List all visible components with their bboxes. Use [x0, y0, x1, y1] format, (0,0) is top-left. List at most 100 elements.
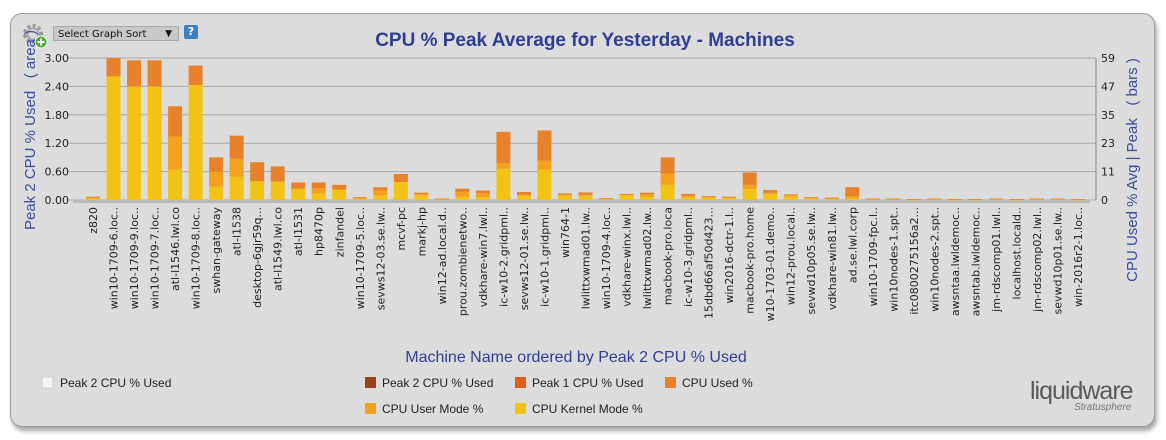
bar-segment-cpu-user-mode- — [168, 136, 183, 170]
legend-label[interactable]: CPU Used % — [682, 376, 753, 390]
x-tick-label: lwlittxwmad01.lw.. — [580, 207, 593, 309]
bar-segment-cpu-kernel-mode- — [824, 198, 839, 200]
bar-segment-cpu-used- — [393, 173, 408, 183]
liquidware-logo: liquidware Stratusphere — [1030, 378, 1150, 418]
y2-tick-label: 35 — [1101, 109, 1115, 122]
bar-segment-cpu-user-mode- — [557, 194, 572, 196]
x-tick-label: atl-l1538 — [231, 207, 244, 256]
bar-segment-cpu-user-mode- — [824, 198, 839, 199]
bar-segment-cpu-used- — [188, 65, 203, 85]
x-tick-label: jm-rdscomp02.lwl.. — [1031, 207, 1044, 313]
x-tick-label: vdkhare-winx.lwl.. — [621, 207, 634, 307]
logo-product: Stratusphere — [1074, 402, 1132, 413]
y2-tick-label: 11 — [1101, 166, 1115, 179]
bar-segment-cpu-kernel-mode- — [722, 198, 737, 200]
bar-segment-cpu-kernel-mode- — [537, 169, 552, 200]
y-axis-title: Peak 2 CPU % Used ( area ) — [22, 30, 39, 230]
bar-segment-cpu-kernel-mode- — [660, 184, 675, 200]
bar-segment-cpu-used- — [1009, 199, 1024, 200]
graph-sort-select[interactable]: Select Graph Sort ▼ — [53, 26, 179, 41]
bar-segment-cpu-used- — [742, 172, 757, 185]
bar-segment-cpu-kernel-mode- — [291, 188, 306, 200]
bar-segment-cpu-used- — [1050, 198, 1065, 200]
bar-segment-cpu-kernel-mode- — [270, 181, 285, 200]
y2-tick-label: 59 — [1101, 52, 1115, 65]
y2-tick-label: 0 — [1101, 194, 1108, 207]
bar-segment-cpu-kernel-mode- — [701, 197, 716, 200]
x-tick-label: win10-1709-fpc.l.. — [867, 207, 880, 306]
legend-label[interactable]: CPU User Mode % — [382, 402, 484, 416]
chart-title: CPU % Peak Average for Yesterday - Machi… — [375, 30, 795, 51]
bar-segment-cpu-user-mode- — [578, 194, 593, 196]
x-tick-label: atl-l1531 — [292, 207, 305, 256]
y-tick-label: 0.60 — [45, 166, 70, 179]
legend-label[interactable]: CPU Kernel Mode % — [532, 402, 643, 416]
bar-segment-cpu-kernel-mode- — [783, 196, 798, 200]
bar-segment-cpu-user-mode- — [414, 194, 429, 196]
bar-segment-cpu-used- — [455, 188, 470, 192]
bar-segment-cpu-used- — [1071, 199, 1085, 200]
settings-add-gear-icon[interactable] — [22, 23, 48, 49]
x-tick-label: mcvf-pc — [395, 207, 408, 251]
x-tick-label: swhan-gateway — [210, 207, 223, 294]
x-tick-label: desktop-6gjr59q... — [251, 207, 264, 308]
x-tick-label: ic-w10-3.gridpml.. — [682, 207, 695, 307]
y-tick-label: 3.00 — [45, 52, 70, 65]
help-icon[interactable]: ? — [184, 25, 198, 39]
x-tick-label: sevws12-01.se.lw.. — [518, 207, 531, 310]
x-tick-label: vdkhare-win7.lwl.. — [477, 207, 490, 307]
bar-segment-cpu-kernel-mode- — [619, 195, 634, 200]
x-tick-label: macbook-pro.loca — [662, 207, 675, 305]
x-tick-label: win10nodes-2.spt.. — [928, 207, 941, 312]
bar-segment-cpu-used- — [722, 196, 737, 198]
bar-segment-cpu-used- — [783, 194, 798, 196]
bar-segment-cpu-used- — [147, 60, 162, 87]
legend-label[interactable]: Peak 2 CPU % Used — [382, 376, 493, 390]
bar-segment-cpu-used- — [701, 195, 716, 197]
bar-segment-cpu-used- — [906, 199, 921, 200]
bar-segment-cpu-kernel-mode- — [414, 195, 429, 200]
bar-segment-cpu-kernel-mode- — [373, 195, 388, 200]
bar-segment-cpu-used- — [640, 192, 655, 195]
bar-segment-cpu-user-mode- — [537, 160, 552, 170]
bar-segment-cpu-kernel-mode- — [845, 198, 860, 200]
legend-label[interactable]: Peak 2 CPU % Used — [60, 376, 171, 390]
bar-segment-cpu-used- — [496, 131, 511, 164]
bar-segment-cpu-used- — [865, 198, 880, 200]
bar-segment-cpu-kernel-mode- — [127, 86, 142, 200]
legend-swatch-user-mode — [365, 403, 376, 414]
x-tick-label: win10-1709-8.loc.. — [190, 207, 203, 309]
bar-segment-cpu-used- — [968, 199, 983, 200]
x-tick-label: win10-1709-4.loc.. — [600, 207, 613, 309]
bar-segment-cpu-used- — [106, 58, 121, 77]
legend-label[interactable]: Peak 1 CPU % Used — [532, 376, 643, 390]
bar-segment-cpu-user-mode- — [742, 184, 757, 190]
x-tick-label: vdkhare-win81.lw.. — [826, 207, 839, 310]
x-tick-label: macbook-pro.home — [744, 207, 757, 314]
bar-segment-cpu-kernel-mode- — [147, 86, 162, 200]
bar-segment-cpu-user-mode- — [845, 196, 860, 199]
x-axis-title: Machine Name ordered by Peak 2 CPU % Use… — [405, 349, 747, 366]
x-tick-label: win764-1 — [559, 207, 572, 258]
x-tick-label: win10-1709-5.loc.. — [354, 207, 367, 309]
bar-segment-cpu-user-mode- — [701, 196, 716, 198]
bar-segment-cpu-used- — [209, 157, 224, 172]
x-tick-label: win10-1709-6.loc.. — [108, 207, 121, 309]
bar-segment-cpu-used- — [373, 187, 388, 191]
bar-segment-cpu-used- — [537, 130, 552, 161]
y2-tick-label: 23 — [1101, 137, 1115, 150]
bar-segment-cpu-user-mode- — [619, 194, 634, 196]
x-tick-label: prou.zombienetwo.. — [456, 207, 469, 316]
bar-segment-cpu-user-mode- — [681, 195, 696, 198]
x-tick-label: win10-1709-7.loc.. — [149, 207, 162, 309]
bar-segment-cpu-user-mode- — [722, 197, 737, 199]
bar-segment-cpu-used- — [886, 198, 901, 200]
bar-segment-cpu-kernel-mode- — [599, 198, 614, 200]
bar-segment-cpu-used- — [681, 193, 696, 196]
bar-segment-cpu-used- — [352, 197, 367, 199]
bar-segment-cpu-kernel-mode- — [229, 176, 244, 200]
bar-segment-cpu-kernel-mode- — [352, 198, 367, 200]
bar-segment-cpu-used- — [250, 162, 265, 182]
x-tick-label: w10-1703-01.demo.. — [764, 207, 777, 321]
